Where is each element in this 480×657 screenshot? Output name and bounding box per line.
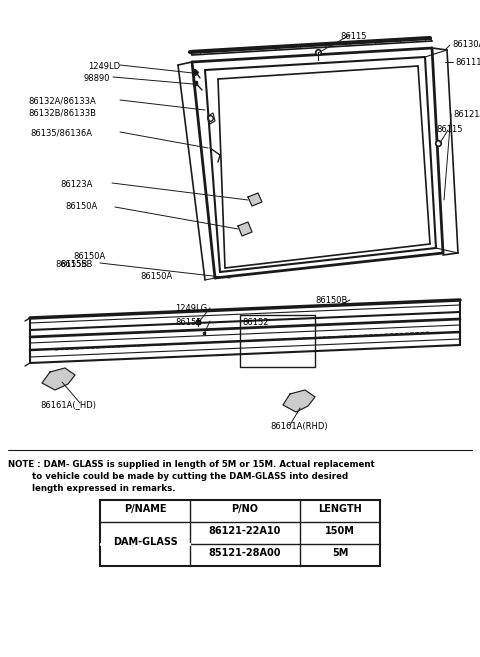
Text: 86111A: 86111A — [455, 58, 480, 67]
Text: to vehicle could be made by cutting the DAM-GLASS into desired: to vehicle could be made by cutting the … — [8, 472, 348, 481]
Text: P/NAME: P/NAME — [124, 504, 166, 514]
Text: 86155B: 86155B — [55, 260, 87, 269]
Text: 86155: 86155 — [175, 318, 202, 327]
Text: 86152: 86152 — [242, 318, 268, 327]
Bar — [100, 500, 380, 566]
Text: P/NO: P/NO — [231, 504, 259, 514]
Text: 86150A: 86150A — [140, 272, 172, 281]
Text: 5M: 5M — [332, 548, 348, 558]
Text: 86155B: 86155B — [60, 260, 92, 269]
Text: 86150A: 86150A — [65, 202, 97, 211]
Text: 86161A(_HD): 86161A(_HD) — [40, 400, 96, 409]
Text: length expressed in remarks.: length expressed in remarks. — [8, 484, 176, 493]
Text: 86150B: 86150B — [315, 296, 348, 305]
Text: 86132B/86133B: 86132B/86133B — [28, 108, 96, 117]
Text: 86132A/86133A: 86132A/86133A — [28, 96, 96, 105]
Text: 86161A(RHD): 86161A(RHD) — [270, 422, 328, 431]
Bar — [240, 315, 315, 367]
Text: DAM-GLASS: DAM-GLASS — [113, 537, 178, 547]
Text: 1249LG: 1249LG — [175, 304, 207, 313]
Text: 86115: 86115 — [436, 125, 463, 134]
Text: 86130A: 86130A — [452, 40, 480, 49]
Polygon shape — [42, 368, 75, 390]
Text: 86115: 86115 — [340, 32, 367, 41]
Text: 98890: 98890 — [83, 74, 109, 83]
Polygon shape — [238, 222, 252, 236]
Polygon shape — [248, 193, 262, 206]
Text: 86135/86136A: 86135/86136A — [30, 128, 92, 137]
Text: LENGTH: LENGTH — [318, 504, 362, 514]
Polygon shape — [283, 390, 315, 412]
Text: 86121-22A10: 86121-22A10 — [209, 526, 281, 536]
Text: 86121A: 86121A — [453, 110, 480, 119]
Text: 150M: 150M — [325, 526, 355, 536]
Text: 86150A: 86150A — [73, 252, 105, 261]
Text: 86123A: 86123A — [60, 180, 92, 189]
Text: 85121-28A00: 85121-28A00 — [209, 548, 281, 558]
Text: 1249LD: 1249LD — [88, 62, 120, 71]
Text: NOTE : DAM- GLASS is supplied in length of 5M or 15M. Actual replacement: NOTE : DAM- GLASS is supplied in length … — [8, 460, 375, 469]
